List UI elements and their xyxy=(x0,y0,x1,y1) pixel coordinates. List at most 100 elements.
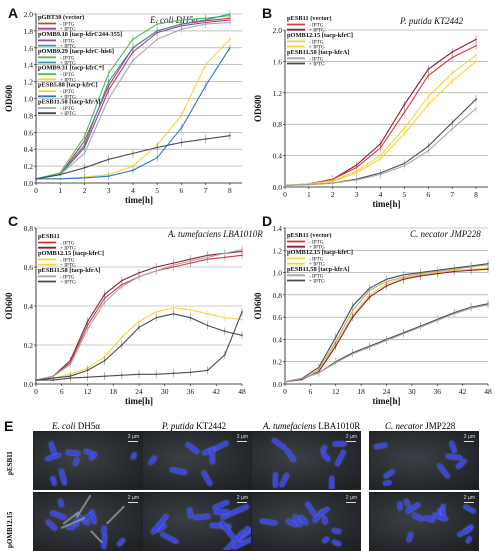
y-tick-label: 1.6 xyxy=(24,44,34,53)
y-tick-label: 0.6 xyxy=(24,263,34,272)
bacterial-cell xyxy=(455,458,468,470)
data-point xyxy=(419,275,422,277)
y-tick-label: 1.6 xyxy=(273,57,283,66)
data-point xyxy=(403,165,406,167)
data-point xyxy=(224,330,226,333)
micrograph-pesb11-col2: 2 µm xyxy=(142,431,252,490)
data-point xyxy=(155,270,157,272)
series-line xyxy=(284,60,477,186)
bacterial-cell xyxy=(185,442,200,455)
bacterial-cell xyxy=(465,535,473,544)
data-point xyxy=(451,51,453,53)
bacterial-cell xyxy=(117,537,126,547)
scale-bar: 2 µm xyxy=(345,434,357,440)
x-tick-label: 12 xyxy=(332,387,340,396)
bacterial-cell xyxy=(160,531,179,545)
legend-entry-label: - IPTG xyxy=(309,273,324,279)
data-point xyxy=(189,371,192,374)
y-tick-label: 0.2 xyxy=(24,162,34,171)
bacterial-cell xyxy=(201,469,213,486)
legend-group-label: pOMB9.18 [tacp-kfrC244-355] xyxy=(38,31,122,38)
bacterial-cell xyxy=(448,440,457,454)
data-point xyxy=(229,134,231,137)
x-tick-label: 7 xyxy=(204,186,208,195)
panel-letter: B xyxy=(262,5,272,21)
data-point xyxy=(204,63,207,66)
data-point xyxy=(107,97,110,100)
data-point xyxy=(224,252,226,255)
y-tick-label: 0.0 xyxy=(273,183,283,192)
data-point xyxy=(138,373,140,376)
legend-entry-label: + IPTG xyxy=(309,262,325,268)
data-point xyxy=(318,372,320,374)
data-point xyxy=(180,141,183,144)
data-point xyxy=(132,47,134,49)
x-tick-label: 1 xyxy=(58,186,62,195)
y-axis-title: OD600 xyxy=(253,292,263,320)
x-tick-label: 2 xyxy=(83,186,87,195)
data-point xyxy=(351,309,354,312)
data-point xyxy=(308,183,310,186)
data-point xyxy=(451,72,453,74)
x-tick-label: 48 xyxy=(484,387,492,396)
scale-bar: 2 µm xyxy=(345,495,357,501)
legend-entry-label: - IPTG xyxy=(60,89,75,95)
legend-entry-label: - IPTG xyxy=(60,38,75,44)
legend-entry-label: + IPTG xyxy=(60,280,76,286)
x-tick-label: 3 xyxy=(107,186,111,195)
data-point xyxy=(453,270,455,273)
filament-trace xyxy=(105,505,125,525)
bacterial-cell xyxy=(50,476,58,487)
legend-entry-label: + IPTG xyxy=(60,77,76,83)
data-point xyxy=(52,379,54,381)
legend-group-label: pESB5.88 [tacp-kfrC] xyxy=(38,82,98,89)
data-point xyxy=(59,177,62,180)
y-tick-label: 2.0 xyxy=(24,10,34,19)
data-point xyxy=(475,38,477,41)
bacterial-cell xyxy=(331,528,342,535)
x-axis-title: time[h] xyxy=(125,396,153,406)
chart-panel-a: 0.0 0.2 0.4 0.6 0.8 1.0 1.2 1.4 1.6 1.8 2.0 0 1 2 3 4 5 6… xyxy=(4,5,242,205)
x-axis-title: time[h] xyxy=(125,195,153,205)
bacterial-cell xyxy=(321,536,330,544)
data-point xyxy=(284,380,286,383)
micrograph-pomb12-15-col3: 2 µm xyxy=(251,492,361,551)
legend-group-label: pESB11.58 [tacp-kfrA] xyxy=(287,266,350,273)
x-tick-label: 6 xyxy=(309,387,313,396)
data-point xyxy=(132,169,134,172)
chart-title: E. coli DH5α xyxy=(149,15,198,25)
bacterial-cell xyxy=(374,442,388,449)
data-point xyxy=(52,375,54,378)
data-point xyxy=(189,260,192,262)
legend-entry-label: + IPTG xyxy=(309,62,325,68)
data-point xyxy=(368,296,371,298)
bacterial-cell xyxy=(192,514,210,521)
data-point xyxy=(132,152,134,155)
data-point xyxy=(451,128,453,130)
legend-entry-label: - IPTG xyxy=(60,274,75,280)
bacterial-cell xyxy=(411,512,424,521)
data-point xyxy=(475,98,477,100)
bacterial-cell xyxy=(322,515,328,525)
y-tick-label: 1.4 xyxy=(273,224,283,233)
data-point xyxy=(103,301,106,303)
x-tick-label: 12 xyxy=(84,387,92,396)
x-tick-label: 1 xyxy=(307,190,311,199)
legend-entry-label: + IPTG xyxy=(309,45,325,51)
data-point xyxy=(241,334,243,337)
data-point xyxy=(138,320,140,323)
data-point xyxy=(229,47,231,49)
y-tick-label: 1.2 xyxy=(24,78,34,87)
legend-group-label: pGBT30 (vector) xyxy=(38,14,84,21)
data-point xyxy=(180,127,183,129)
legend-entry-label: + IPTG xyxy=(60,61,76,67)
data-point xyxy=(69,363,72,366)
data-point xyxy=(155,311,157,313)
mic-col-header-2: P. putida KT2442 xyxy=(162,421,227,431)
data-point xyxy=(156,146,158,149)
y-tick-label: 1.2 xyxy=(273,246,283,255)
legend-entry-label: - IPTG xyxy=(309,39,324,45)
data-point xyxy=(334,362,337,364)
bacterial-cell xyxy=(284,447,296,463)
x-tick-label: 7 xyxy=(450,190,454,199)
